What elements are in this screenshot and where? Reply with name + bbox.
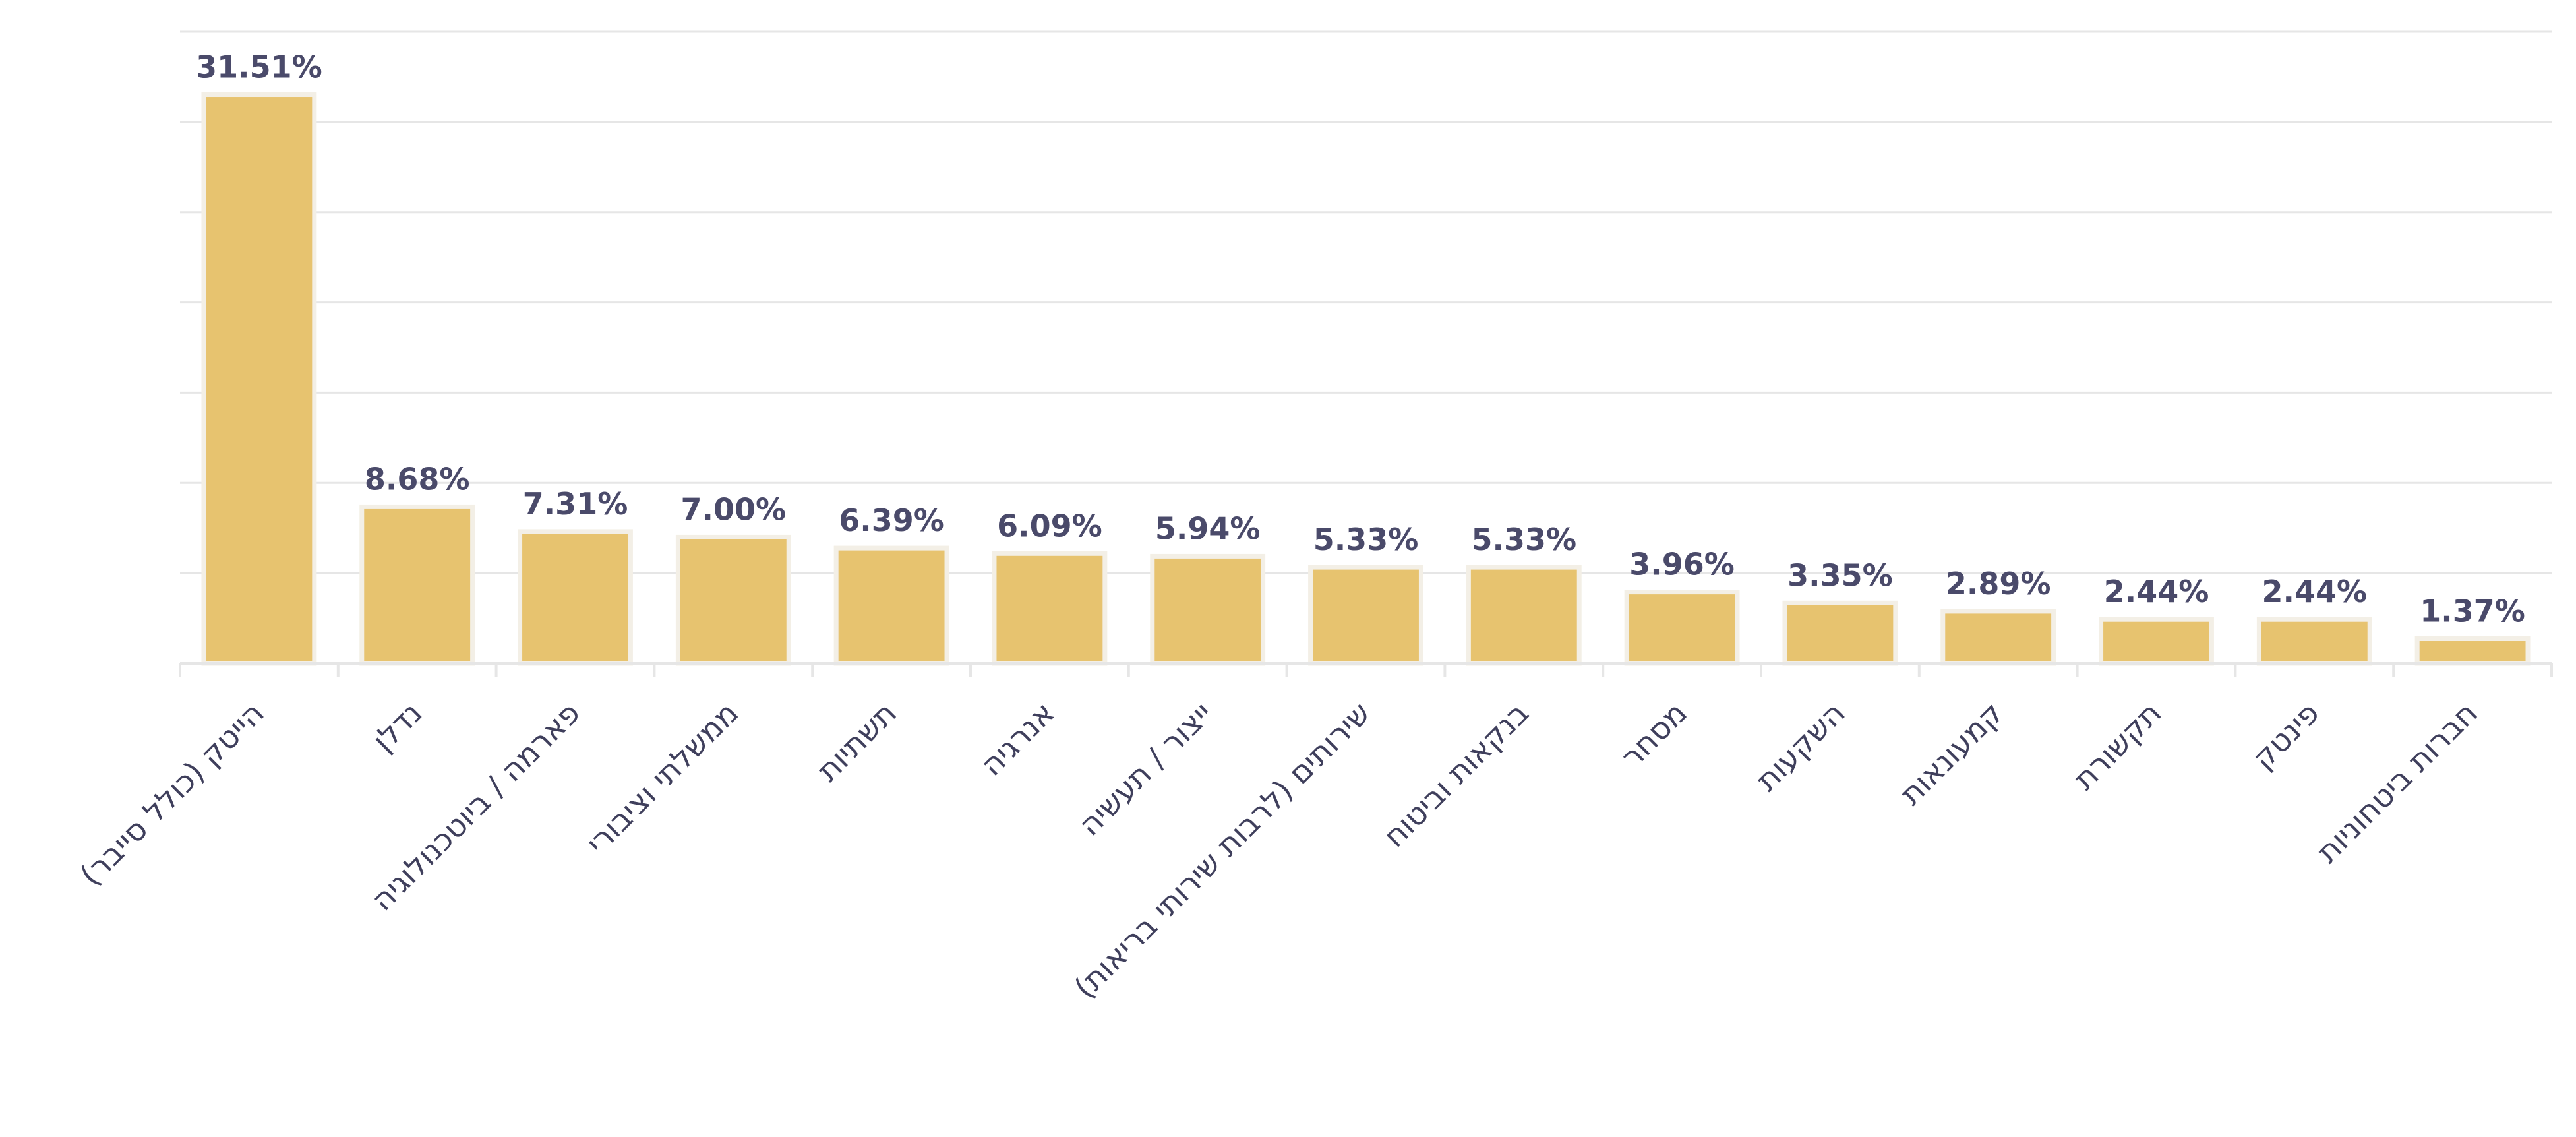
data-label: 7.00% bbox=[681, 491, 787, 527]
bar bbox=[1308, 565, 1423, 666]
x-tick-label: הייטק (כולל סייבר) bbox=[73, 695, 271, 893]
bar bbox=[1624, 590, 1740, 666]
x-tick-label: ממשלתי וציבורי bbox=[579, 695, 745, 861]
x-tick-label: תשתיות bbox=[810, 695, 903, 788]
x-tick-label: השקעות bbox=[1749, 695, 1852, 798]
x-tick-label: מסחר bbox=[1614, 695, 1694, 775]
bar bbox=[1466, 565, 1582, 666]
bar bbox=[2414, 636, 2531, 666]
data-label: 5.33% bbox=[1313, 522, 1419, 557]
x-tick-label: נדלן bbox=[365, 695, 429, 758]
data-label: 3.96% bbox=[1629, 547, 1735, 582]
data-label: 5.94% bbox=[1155, 510, 1261, 546]
bar bbox=[201, 92, 317, 666]
data-label: 3.35% bbox=[1787, 557, 1893, 593]
bar bbox=[675, 534, 791, 666]
x-tick-label: שירותים (לרבות שירותי בריאות) bbox=[1067, 695, 1377, 1006]
data-label: 7.31% bbox=[523, 486, 628, 522]
x-tick-label: אנרגיה bbox=[973, 695, 1061, 783]
bar bbox=[2099, 617, 2214, 666]
bar bbox=[833, 545, 949, 666]
data-label: 31.51% bbox=[196, 49, 322, 85]
bar bbox=[1782, 600, 1898, 666]
data-label: 5.33% bbox=[1472, 522, 1577, 557]
data-label: 2.89% bbox=[1946, 566, 2051, 601]
bar bbox=[992, 551, 1108, 666]
bar bbox=[1150, 553, 1266, 666]
x-tick-label: תקשורת bbox=[2066, 695, 2168, 797]
x-tick-label: קמעונאות bbox=[1893, 695, 2010, 813]
data-labels: 31.51% 8.68% 7.31% 7.00% 6.39% 6.09% 5.94% 5.33… bbox=[196, 49, 2525, 629]
data-label: 6.09% bbox=[997, 508, 1102, 543]
gridlines bbox=[180, 30, 2552, 574]
x-tick-label: פינטק bbox=[2245, 695, 2326, 776]
bar bbox=[1940, 609, 2056, 666]
data-label: 8.68% bbox=[365, 461, 470, 497]
x-tick-label: ייצור / תעשיה bbox=[1071, 695, 1219, 843]
bar bbox=[518, 529, 633, 666]
data-label: 2.44% bbox=[2104, 574, 2209, 609]
x-tick-label: בנקאות וביטוח bbox=[1377, 695, 1536, 855]
x-tick-label: חברות ביטחוניות bbox=[2310, 695, 2484, 870]
data-label: 6.39% bbox=[839, 503, 944, 538]
data-label: 1.37% bbox=[2420, 594, 2525, 629]
bar bbox=[2256, 617, 2372, 666]
data-label: 2.44% bbox=[2262, 574, 2368, 609]
x-axis bbox=[179, 662, 2553, 677]
bar bbox=[359, 504, 475, 666]
